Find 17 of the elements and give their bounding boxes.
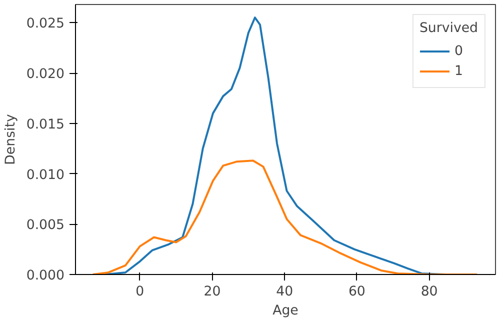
line-series bbox=[92, 160, 478, 274]
x-tick-label: 0 bbox=[136, 284, 144, 300]
x-tick-label: 80 bbox=[420, 284, 438, 300]
legend-label: 1 bbox=[454, 64, 464, 78]
y-axis-title: Density bbox=[3, 114, 18, 165]
x-tick-label: 60 bbox=[348, 284, 366, 300]
x-tick-label: 40 bbox=[276, 284, 294, 300]
x-tick-label: 20 bbox=[204, 284, 221, 300]
y-tick-label: 0.025 bbox=[26, 16, 64, 32]
y-tick-label: 0.010 bbox=[26, 168, 64, 183]
legend-title: Survived bbox=[419, 21, 478, 36]
y-tick-label: 0.015 bbox=[26, 117, 64, 132]
y-tick-label: 0.020 bbox=[26, 67, 64, 82]
y-tick-label: 0.000 bbox=[26, 268, 64, 284]
legend-label: 0 bbox=[454, 44, 464, 58]
y-tick-label: 0.005 bbox=[26, 218, 64, 234]
x-axis-title: Age bbox=[272, 304, 298, 318]
